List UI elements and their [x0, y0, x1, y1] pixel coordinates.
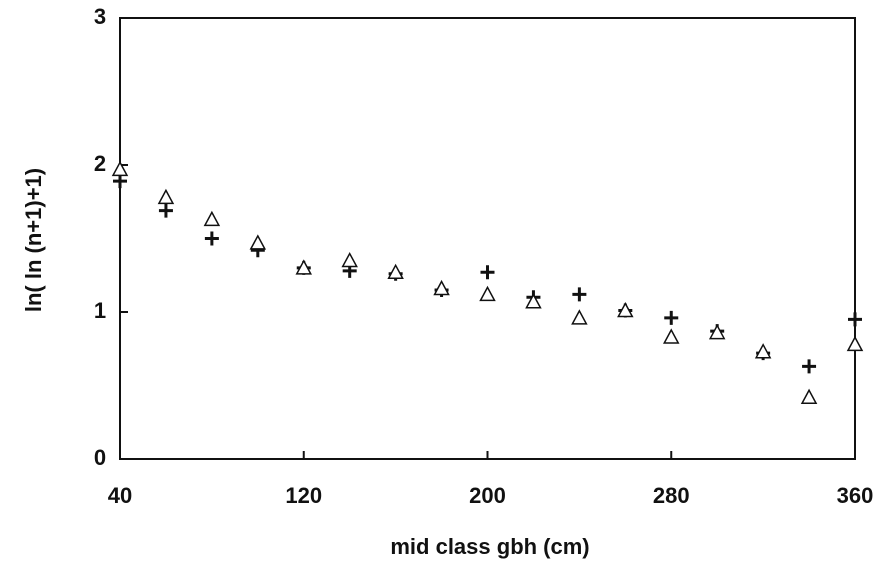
- x-tick-label: 200: [469, 483, 506, 508]
- plus-marker: [158, 203, 173, 218]
- triangle-marker: [387, 263, 404, 280]
- triangle-marker: [708, 323, 726, 340]
- triangle-marker: [662, 328, 680, 344]
- plus-marker: [113, 174, 127, 189]
- x-tick-label: 280: [653, 483, 690, 508]
- triangle-marker: [341, 251, 358, 268]
- triangle-marker: [433, 279, 450, 296]
- x-tick-label: 120: [285, 483, 322, 508]
- y-axis-label: ln( ln (n+1)+1): [21, 168, 46, 312]
- triangle-marker: [157, 188, 175, 205]
- triangle-marker: [111, 160, 129, 177]
- triangle-marker: [800, 388, 818, 405]
- plus-marker: [204, 231, 219, 246]
- triangle-marker: [571, 309, 588, 325]
- triangle-marker: [295, 259, 313, 275]
- x-axis-label: mid class gbh (cm): [390, 534, 589, 559]
- plus-marker: [802, 359, 817, 374]
- triangle-marker: [846, 335, 864, 352]
- x-tick-label: 360: [837, 483, 874, 508]
- triangle-marker: [525, 293, 542, 309]
- triangle-marker: [203, 210, 221, 227]
- y-tick-label: 0: [94, 445, 106, 470]
- y-tick-label: 1: [94, 298, 106, 323]
- triangle-marker: [754, 343, 772, 359]
- triangle-marker: [249, 234, 267, 250]
- x-tick-label: 40: [108, 483, 132, 508]
- y-tick-label: 2: [94, 151, 106, 176]
- plus-marker: [480, 265, 495, 280]
- y-tick-label: 3: [94, 4, 106, 29]
- plot-frame: [119, 17, 856, 460]
- plus-marker: [664, 310, 679, 325]
- plus-marker: [572, 287, 587, 302]
- plus-marker: [848, 312, 862, 327]
- triangle-marker: [617, 301, 634, 318]
- triangle-marker: [479, 285, 496, 302]
